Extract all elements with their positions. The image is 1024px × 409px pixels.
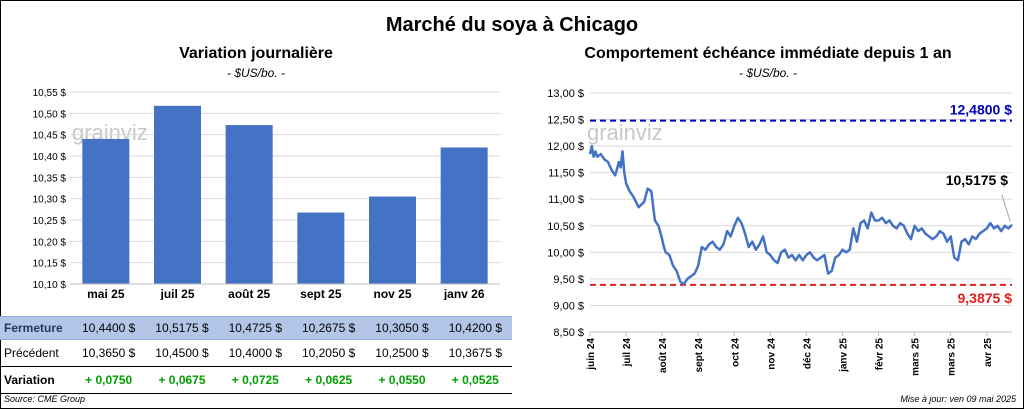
reference-label: 12,4800 $ xyxy=(950,102,1012,118)
table-row-fermeture: Fermeture 10,4400 $ 10,5175 $ 10,4725 $ … xyxy=(0,316,512,340)
y-tick-label: 12,50 $ xyxy=(547,115,584,127)
right-panel-subtitle: - $US/bo. - xyxy=(738,66,798,80)
y-tick-label: 11,00 $ xyxy=(548,194,584,206)
y-tick-label: 10,40 $ xyxy=(33,152,67,163)
row-label: Variation xyxy=(4,373,55,387)
x-tick-label: août 24 xyxy=(658,338,669,373)
x-tick-label: avr 25 xyxy=(983,338,994,367)
row-label: Fermeture xyxy=(4,321,63,335)
y-tick-label: 12,00 $ xyxy=(547,141,584,153)
table-cell: + 0,0725 xyxy=(231,373,279,387)
table-cell: 10,2500 $ xyxy=(375,346,429,360)
table-cell: 10,2050 $ xyxy=(301,346,356,360)
left-panel-title: Variation journalière xyxy=(179,45,333,62)
source-note: Source: CME Group xyxy=(4,394,86,404)
bar xyxy=(440,147,488,284)
table-row-precedent: Précédent 10,3650 $ 10,4500 $ 10,4000 $ … xyxy=(0,342,512,364)
update-note: Mise à jour: ven 09 mai 2025 xyxy=(900,394,1016,404)
x-tick-label: juil 24 xyxy=(622,338,633,368)
table-cell: + 0,0750 xyxy=(85,373,133,387)
bar xyxy=(82,138,130,284)
y-tick-label: 9,50 $ xyxy=(553,274,584,286)
y-tick-label: 11,50 $ xyxy=(548,168,584,180)
table-cell: 10,4200 $ xyxy=(448,321,502,335)
table-divider xyxy=(0,366,512,367)
table-cell: 10,3050 $ xyxy=(375,321,429,335)
series-line xyxy=(588,144,1013,286)
table-cell: + 0,0550 xyxy=(378,373,426,387)
x-tick-label: janv 25 xyxy=(838,338,849,373)
right-panel-title: Comportement échéance immédiate depuis 1… xyxy=(584,45,952,62)
x-tick-label: mars 25 xyxy=(911,338,922,376)
x-tick-label: août 25 xyxy=(228,287,270,300)
table-cell: + 0,0625 xyxy=(305,373,353,387)
x-tick-label: janv 26 xyxy=(443,287,485,300)
y-tick-label: 13,00 $ xyxy=(547,88,584,100)
table-cell: 10,4500 $ xyxy=(155,346,209,360)
x-tick-label: oct 24 xyxy=(730,338,741,367)
x-tick-label: mai 25 xyxy=(87,287,125,300)
line-chart: grainviz 8,50 $ 9,00 $ 9,50 $ 10,00 $ 10,50 … xyxy=(547,88,1013,376)
table-cell: + 0,0525 xyxy=(451,373,499,387)
x-tick-label: juil 25 xyxy=(159,287,194,300)
y-tick-label: 10,15 $ xyxy=(33,259,67,270)
table-cell: 10,4400 $ xyxy=(81,321,136,335)
left-panel-subtitle: - $US/bo. - xyxy=(226,66,286,80)
table-cell: 10,3650 $ xyxy=(81,346,136,360)
y-tick-label: 10,35 $ xyxy=(33,173,67,184)
y-tick-label: 10,30 $ xyxy=(33,195,67,206)
table-row-variation: Variation + 0,0750 + 0,0675 + 0,0725 + 0… xyxy=(0,369,512,391)
annotation-leader xyxy=(1001,194,1011,221)
y-tick-label: 10,20 $ xyxy=(33,237,67,248)
table-cell: 10,2675 $ xyxy=(301,321,356,335)
y-tick-label: 10,50 $ xyxy=(33,109,67,120)
x-tick-label: févr 25 xyxy=(875,338,886,371)
table-cell: 10,4000 $ xyxy=(228,346,283,360)
table-cell: + 0,0675 xyxy=(158,373,206,387)
x-tick-label: nov 24 xyxy=(766,338,777,370)
x-tick-label: sept 25 xyxy=(300,287,342,300)
reference-label: 9,3875 $ xyxy=(958,290,1013,306)
bar xyxy=(297,212,345,284)
x-tick-label: juin 24 xyxy=(586,338,597,371)
y-tick-label: 10,45 $ xyxy=(33,131,67,142)
bar xyxy=(225,125,273,284)
footer-divider xyxy=(0,393,512,394)
main-title: Marché du soya à Chicago xyxy=(385,14,639,36)
bar xyxy=(154,105,201,284)
table-cell: 10,4725 $ xyxy=(228,321,283,335)
table-cell: 10,5175 $ xyxy=(155,321,209,335)
x-tick-label: nov 25 xyxy=(373,287,411,300)
right-watermark: grainviz xyxy=(587,120,663,145)
x-tick-label: déc 24 xyxy=(802,338,813,370)
x-tick-label: sept 24 xyxy=(694,338,705,373)
row-label: Précédent xyxy=(4,346,59,360)
y-tick-label: 10,50 $ xyxy=(547,221,584,233)
y-tick-label: 8,50 $ xyxy=(553,327,584,339)
y-tick-label: 10,10 $ xyxy=(33,280,67,291)
y-tick-label: 10,00 $ xyxy=(547,247,584,259)
bar xyxy=(369,196,416,284)
table-cell: 10,3675 $ xyxy=(448,346,502,360)
annotation-label: 10,5175 $ xyxy=(946,172,1008,188)
x-tick-label: mars 25 xyxy=(947,338,958,376)
y-tick-label: 10,55 $ xyxy=(33,88,67,99)
bar-chart: grainviz 10,10 $10,15 $10,20 $10,25 $10,… xyxy=(33,88,500,300)
y-tick-label: 9,00 $ xyxy=(553,300,584,312)
y-tick-label: 10,25 $ xyxy=(33,216,67,227)
